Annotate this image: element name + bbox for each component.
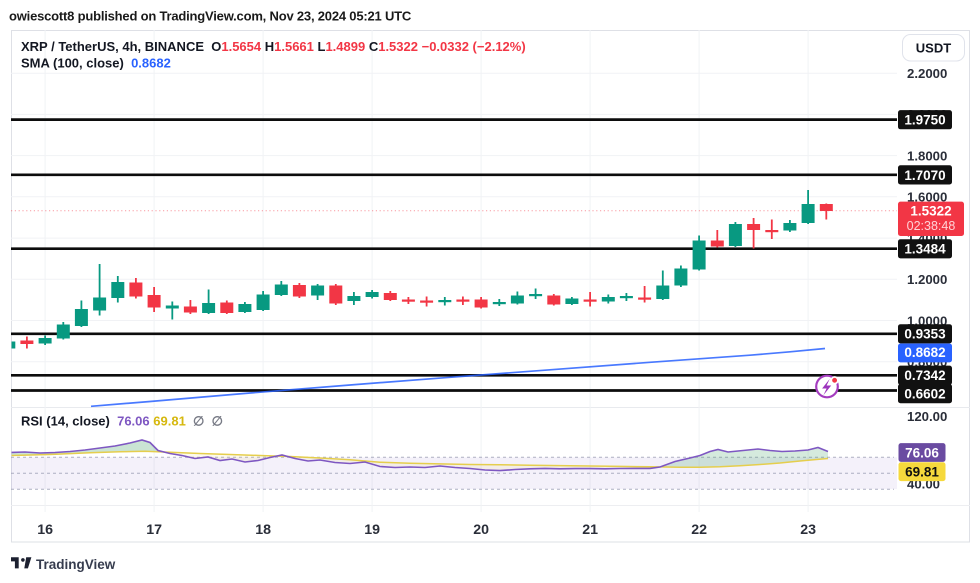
svg-text:XRP / TetherUS, 4h, BINANCE O: XRP / TetherUS, 4h, BINANCE O1.5654 H1.5…: [21, 39, 526, 54]
svg-text:1.7070: 1.7070: [904, 168, 945, 183]
svg-text:23: 23: [800, 522, 816, 538]
svg-text:21: 21: [582, 522, 598, 538]
svg-text:0.9353: 0.9353: [904, 327, 946, 342]
svg-text:2.2000: 2.2000: [907, 66, 947, 81]
svg-text:1.3484: 1.3484: [904, 242, 946, 257]
svg-text:0.6602: 0.6602: [904, 387, 945, 402]
svg-text:TradingView: TradingView: [36, 557, 116, 572]
svg-text:120.00: 120.00: [907, 409, 947, 424]
svg-text:69.81: 69.81: [905, 465, 939, 480]
svg-text:20: 20: [473, 522, 489, 538]
svg-text:22: 22: [691, 522, 707, 538]
svg-text:18: 18: [255, 522, 271, 538]
svg-text:17: 17: [146, 522, 162, 538]
svg-text:76.06: 76.06: [905, 445, 939, 460]
svg-text:16: 16: [37, 522, 53, 538]
svg-text:1.8000: 1.8000: [907, 148, 947, 163]
svg-text:19: 19: [364, 522, 380, 538]
svg-text:owiescott8 published on Tradin: owiescott8 published on TradingView.com,…: [9, 8, 412, 23]
svg-text:1.6000: 1.6000: [907, 190, 947, 205]
svg-text:0.8682: 0.8682: [904, 345, 945, 360]
svg-text:USDT: USDT: [916, 41, 951, 56]
svg-text:RSI (14, close) 76.06 69.81: RSI (14, close) 76.06 69.81 ∅ ∅: [21, 413, 223, 428]
svg-text:SMA (100, close) 0.8682: SMA (100, close) 0.8682: [21, 55, 171, 70]
svg-text:1.5322: 1.5322: [910, 204, 951, 219]
svg-text:1.2000: 1.2000: [907, 272, 947, 287]
svg-text:1.9750: 1.9750: [904, 113, 945, 128]
svg-text:0.7342: 0.7342: [904, 368, 945, 383]
svg-text:02:38:48: 02:38:48: [907, 219, 956, 233]
